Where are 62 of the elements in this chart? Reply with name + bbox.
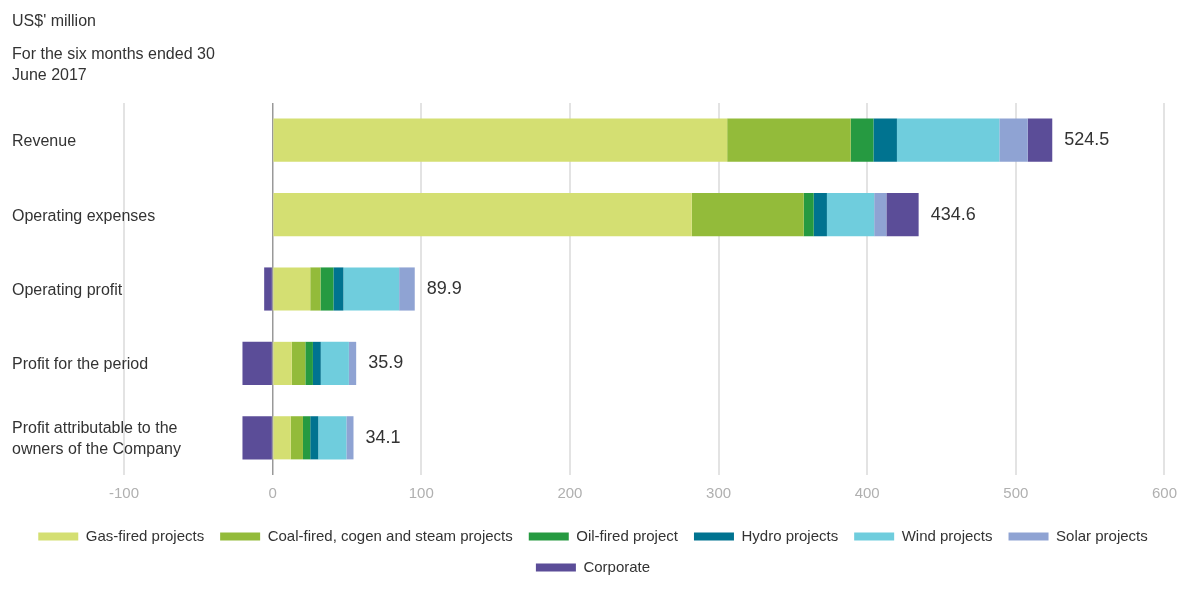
legend-label: Corporate [583, 557, 651, 575]
legend-label: Oil-fired project [576, 526, 679, 544]
total-label: 89.9 [426, 277, 462, 298]
bar [273, 193, 692, 237]
y-tick-label: Operating expenses [12, 205, 157, 226]
bar [273, 118, 728, 162]
bar [273, 267, 311, 311]
bar [343, 267, 400, 311]
bar [896, 118, 1000, 162]
bar [850, 118, 874, 162]
total-label: 524.5 [1064, 129, 1110, 150]
legend-label: Solar projects [1056, 526, 1148, 544]
x-tick-label: 300 [706, 484, 732, 502]
bar [302, 416, 311, 460]
bar [813, 193, 827, 237]
x-tick-label: 200 [557, 484, 583, 502]
x-tick-label: 600 [1151, 484, 1177, 502]
bar [348, 341, 357, 385]
bar [399, 267, 415, 311]
chart-subtitle: For the six months ended 30 June 2017 [12, 44, 216, 85]
bar [290, 416, 303, 460]
bar [264, 267, 272, 311]
y-tick-label: Revenue [12, 130, 78, 151]
chart-title: US$' million [12, 12, 96, 30]
x-tick-label: 400 [854, 484, 880, 502]
legend-label: Gas-fired projects [85, 526, 205, 544]
bar [310, 267, 321, 311]
x-tick-label: 0 [268, 484, 277, 502]
legend-label: Coal-fired, cogen and steam projects [267, 526, 513, 544]
bar [242, 416, 272, 460]
bar [273, 416, 291, 460]
bar [310, 416, 319, 460]
bar [318, 416, 347, 460]
bar [886, 193, 919, 237]
bar [826, 193, 875, 237]
bar [242, 341, 272, 385]
bar [874, 193, 887, 237]
bar [320, 341, 349, 385]
bar [291, 341, 306, 385]
y-tick-label: Profit for the period [12, 353, 150, 374]
bar [333, 267, 344, 311]
bar [312, 341, 321, 385]
bar [803, 193, 814, 237]
total-label: 434.6 [930, 203, 976, 224]
bar [305, 341, 313, 385]
y-tick-label: Profit attributable to the owners of the Company [12, 417, 182, 459]
x-tick-label: 500 [1003, 484, 1029, 502]
bar [346, 416, 354, 460]
bar [999, 118, 1028, 162]
bar [691, 193, 804, 237]
legend-label: Hydro projects [741, 526, 839, 544]
bar [320, 267, 334, 311]
bar [1027, 118, 1053, 162]
bar [873, 118, 897, 162]
y-tick-label: Operating profit [12, 279, 124, 300]
total-label: 34.1 [365, 426, 401, 447]
legend-label: Wind projects [901, 526, 993, 544]
total-label: 35.9 [368, 352, 404, 373]
x-tick-label: 100 [408, 484, 434, 502]
bar [273, 341, 292, 385]
bar [727, 118, 851, 162]
x-tick-label: -100 [108, 484, 140, 502]
